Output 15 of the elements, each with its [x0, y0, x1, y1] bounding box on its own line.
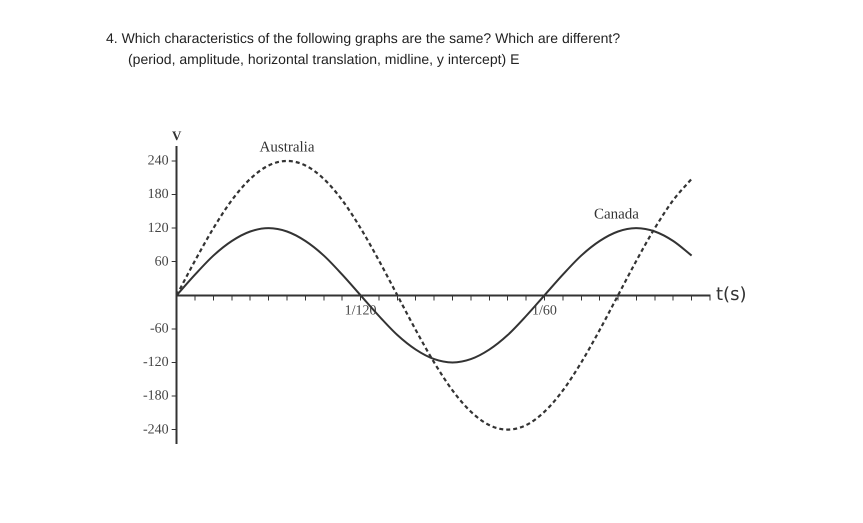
y-tick-label: -60: [150, 322, 169, 337]
chart-title: 4. Which characteristics of the following graphs are the same? Which are different?: [106, 29, 620, 48]
y-tick-label: -180: [142, 388, 169, 404]
y-tick-label: 60: [154, 254, 169, 270]
y-tick-label: -240: [142, 422, 169, 438]
y-tick-label: 180: [148, 187, 169, 202]
series-label: Australia: [260, 139, 315, 156]
series-label: Canada: [594, 206, 640, 223]
y-tick-label: -120: [142, 355, 169, 370]
x-tick-label: 1/60: [532, 303, 557, 318]
y-axis-title: V: [172, 128, 182, 143]
y-tick-label: 240: [148, 154, 169, 169]
x-axis-title: t(s): [716, 284, 746, 305]
chart-subtitle: (period, amplitude, horizontal translation, midline, y intercept) E: [127, 50, 520, 69]
y-tick-label: 120: [148, 220, 169, 236]
